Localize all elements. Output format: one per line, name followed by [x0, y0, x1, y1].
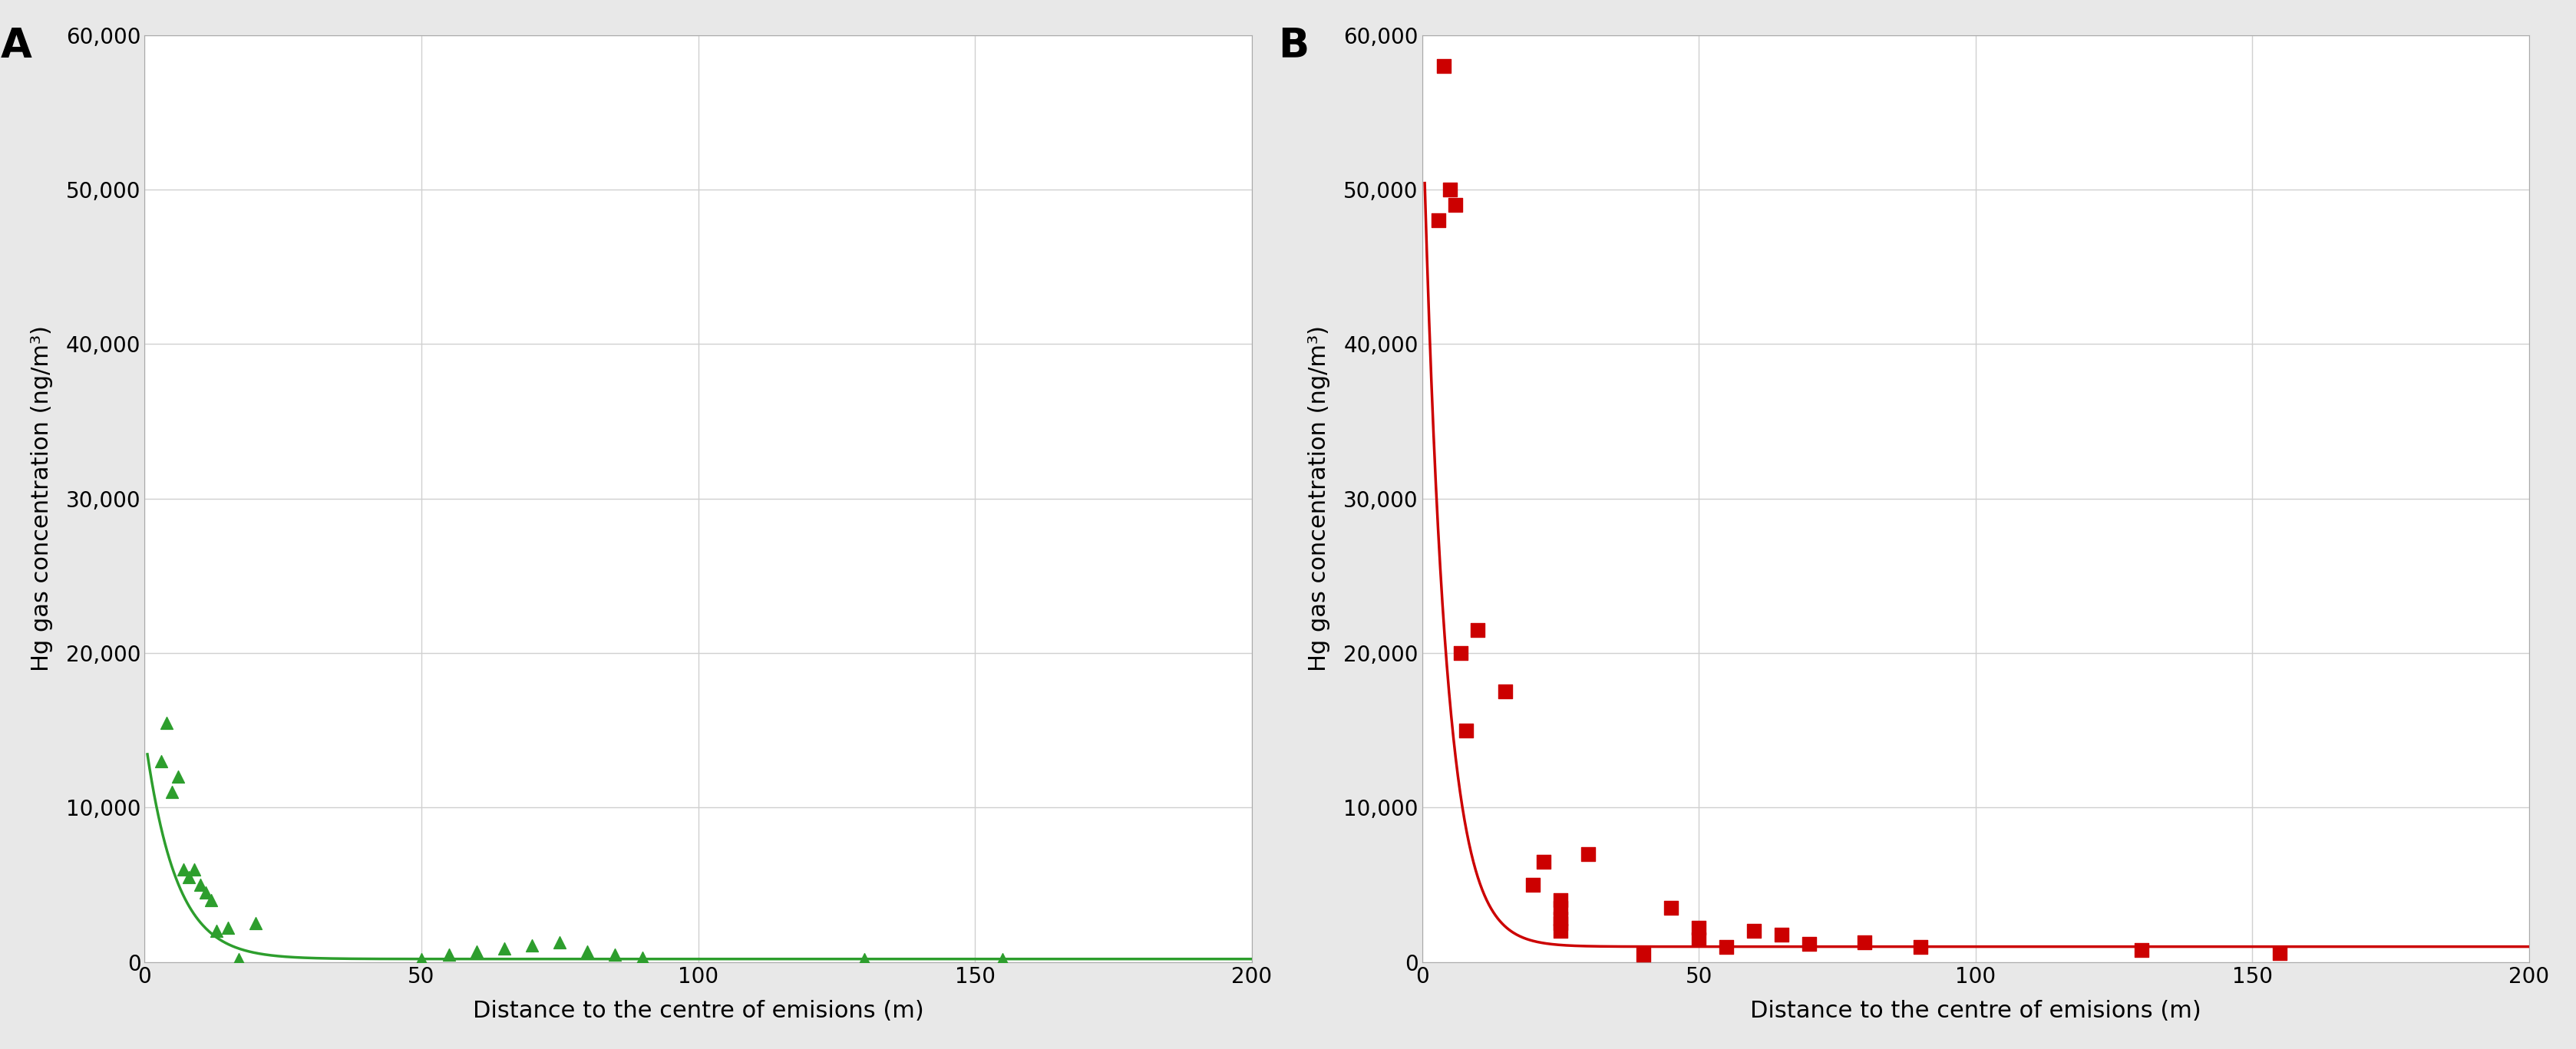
Text: A: A [0, 26, 31, 66]
Point [1440, 645, 1481, 662]
Text: B: B [1278, 26, 1309, 66]
Point [147, 714, 188, 731]
Point [1623, 946, 1664, 963]
Point [456, 943, 497, 960]
Point [1540, 892, 1582, 908]
Point [2259, 944, 2300, 961]
Point [152, 784, 193, 800]
Point [1455, 621, 1497, 638]
Point [191, 892, 232, 908]
Point [402, 950, 443, 967]
Point [196, 923, 237, 940]
Point [1540, 923, 1582, 940]
Point [1762, 926, 1803, 943]
Point [842, 950, 884, 967]
Point [1540, 915, 1582, 932]
Point [1445, 722, 1486, 738]
Point [1425, 58, 1466, 74]
X-axis label: Distance to the centre of emisions (m): Distance to the centre of emisions (m) [471, 1000, 925, 1023]
Point [1435, 196, 1476, 213]
Point [1651, 900, 1692, 917]
Point [234, 915, 276, 932]
Point [180, 877, 222, 894]
Point [1844, 934, 1886, 950]
Point [173, 861, 214, 878]
Y-axis label: Hg gas concentration (ng/m³): Hg gas concentration (ng/m³) [1309, 325, 1329, 671]
Point [1522, 853, 1564, 870]
Point [484, 940, 526, 957]
Point [1677, 930, 1718, 947]
Point [428, 946, 469, 963]
Point [1734, 923, 1775, 940]
Point [981, 950, 1023, 967]
Point [157, 768, 198, 785]
X-axis label: Distance to the centre of emisions (m): Distance to the centre of emisions (m) [1749, 1000, 2200, 1023]
Point [1540, 900, 1582, 917]
Point [567, 943, 608, 960]
Point [167, 869, 209, 885]
Y-axis label: Hg gas concentration (ng/m³): Hg gas concentration (ng/m³) [31, 325, 54, 671]
Point [1899, 938, 1940, 955]
Point [1512, 877, 1553, 894]
Point [1566, 845, 1607, 862]
Point [538, 934, 580, 950]
Point [1417, 212, 1458, 229]
Point [162, 861, 204, 878]
Point [1430, 181, 1471, 198]
Point [1677, 920, 1718, 937]
Point [1540, 911, 1582, 927]
Point [2120, 941, 2161, 958]
Point [1705, 938, 1747, 955]
Point [185, 884, 227, 901]
Point [1484, 683, 1525, 700]
Point [142, 753, 183, 770]
Point [595, 946, 636, 963]
Point [623, 949, 665, 966]
Point [206, 920, 247, 937]
Point [219, 950, 260, 967]
Point [513, 937, 554, 954]
Point [1788, 935, 1829, 951]
